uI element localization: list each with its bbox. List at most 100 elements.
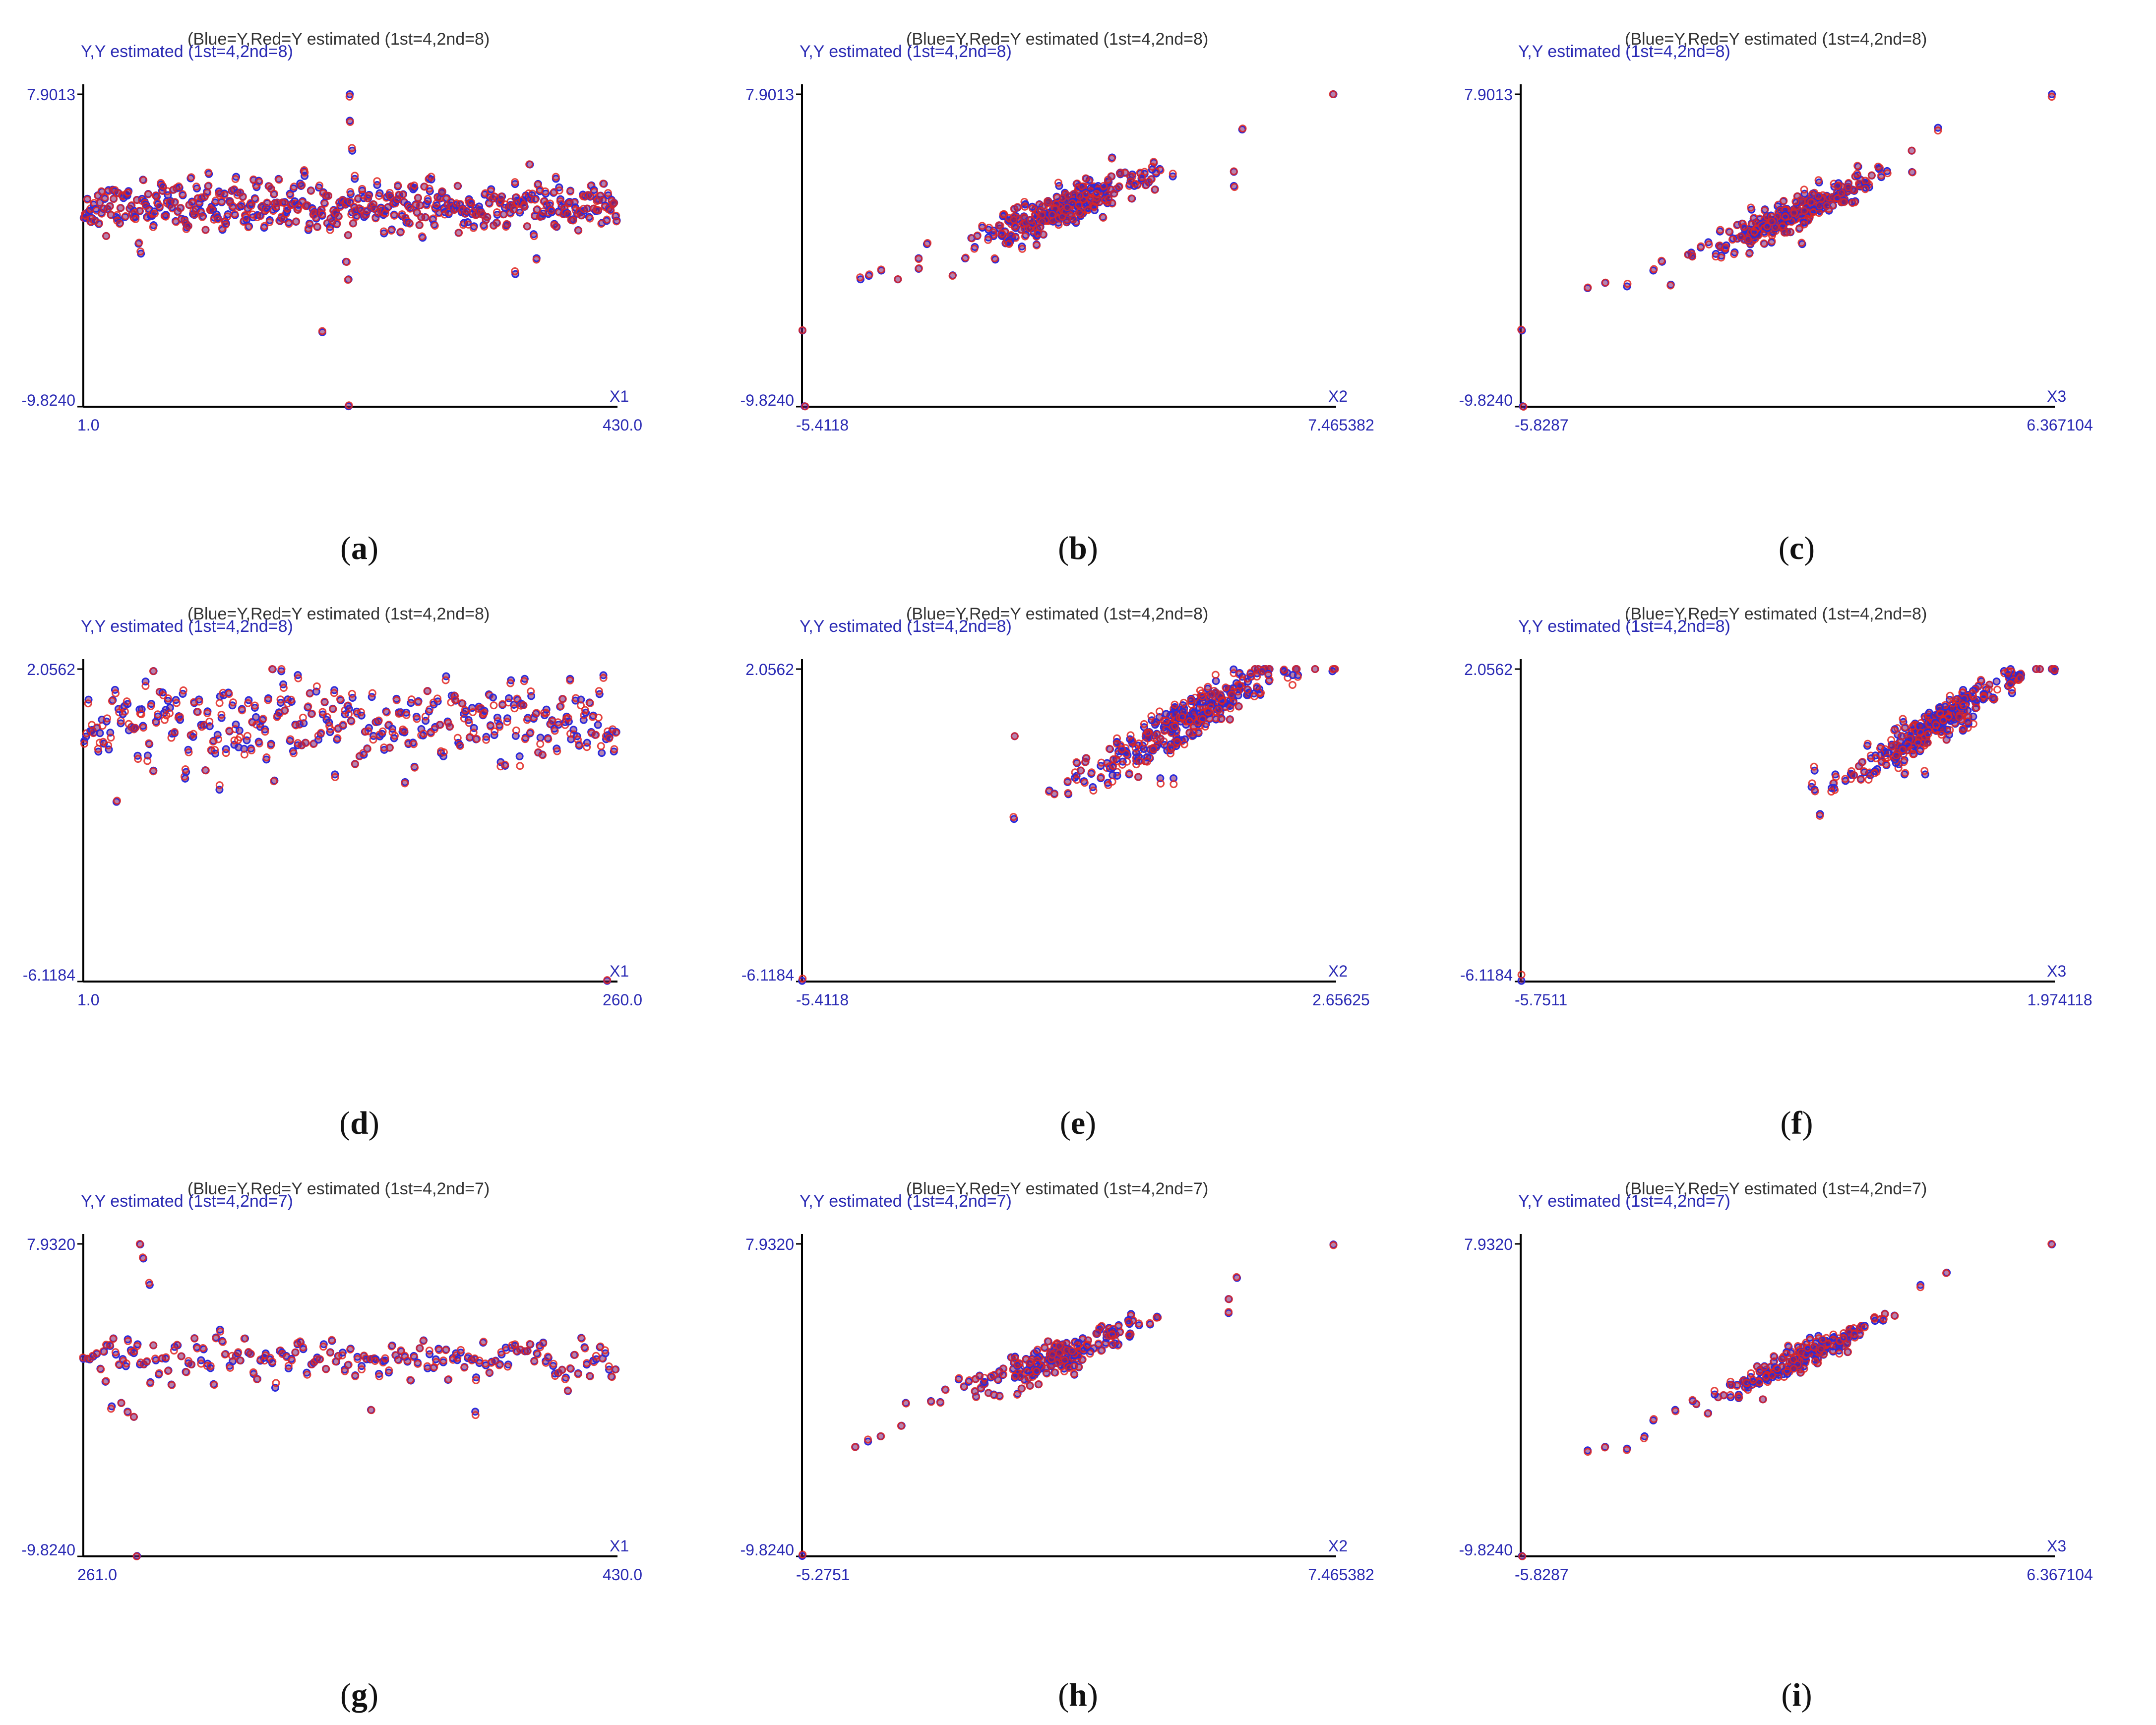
panel-caption: (b) <box>719 530 1437 567</box>
point-y-estimated <box>286 191 295 199</box>
point-y-estimated <box>1218 696 1226 705</box>
y-max-label: 2.0562 <box>745 661 794 678</box>
panel-b: (Blue=Y,Red=Y estimated (1st=4,2nd=8) Y,Y… <box>719 0 1437 575</box>
point-y-estimated <box>1949 699 1957 708</box>
point-y-estimated <box>336 695 344 703</box>
point-y-estimated <box>525 160 534 169</box>
point-y-estimated <box>1329 665 1337 673</box>
point-y-estimated <box>523 1347 532 1355</box>
point-y-estimated <box>1853 170 1861 178</box>
panel-caption: (h) <box>719 1676 1437 1714</box>
point-y-estimated <box>187 173 195 182</box>
point-y-estimated <box>1932 721 1940 730</box>
point-y-estimated <box>216 1327 225 1336</box>
x-axis-title: X2 <box>1328 1537 1348 1555</box>
point-y-estimated <box>1078 182 1086 190</box>
caption-letter: h <box>1069 1677 1087 1713</box>
point-y-estimated <box>253 1375 261 1383</box>
point-y-actual <box>1162 710 1170 718</box>
point-y-estimated <box>387 1342 396 1351</box>
point-y-estimated <box>1883 753 1892 762</box>
point-y-estimated <box>2006 680 2015 688</box>
point-y-estimated <box>333 734 342 742</box>
point-y-estimated <box>599 180 608 188</box>
point-y-estimated <box>455 229 463 237</box>
point-y-estimated <box>865 270 873 279</box>
point-y-estimated <box>106 202 114 211</box>
point-y-estimated <box>238 706 246 715</box>
point-y-estimated <box>1959 725 1967 734</box>
point-y-estimated <box>611 1365 619 1374</box>
chart-title: (Blue=Y,Red=Y estimated (1st=4,2nd=7) <box>187 1179 490 1198</box>
x-max-label: 7.465382 <box>1308 1566 1374 1584</box>
point-y-estimated <box>469 224 478 232</box>
point-y-estimated <box>1173 738 1181 746</box>
point-y-estimated <box>1253 682 1261 691</box>
point-y-estimated <box>422 213 430 222</box>
point-y-estimated <box>1126 731 1135 739</box>
point-y-estimated <box>1979 692 1988 700</box>
point-y-estimated <box>427 173 435 181</box>
point-y-estimated <box>171 198 179 206</box>
point-y-estimated <box>1671 1407 1680 1416</box>
caption-close-paren: ) <box>1804 530 1815 566</box>
point-y-estimated <box>1835 1350 1844 1358</box>
point-y-estimated <box>316 1355 324 1363</box>
point-y-estimated <box>423 687 431 695</box>
point-y-estimated <box>1044 1337 1052 1346</box>
point-y-estimated <box>262 753 271 762</box>
point-y-estimated <box>490 701 498 710</box>
point-y-estimated <box>368 689 376 697</box>
point-y-estimated <box>530 1357 539 1366</box>
point-y-estimated <box>285 220 293 228</box>
point-y-estimated <box>270 777 278 786</box>
chart-title: (Blue=Y,Red=Y estimated (1st=4,2nd=8) <box>1625 605 1927 623</box>
point-y-estimated <box>351 760 359 768</box>
point-y-estimated <box>294 203 303 212</box>
point-y-estimated <box>549 1359 557 1368</box>
point-y-estimated <box>158 182 167 190</box>
x-max-label: 6.367104 <box>2027 416 2093 434</box>
point-y-estimated <box>1053 193 1061 202</box>
point-y-estimated <box>604 189 612 197</box>
point-y-estimated <box>1250 692 1259 701</box>
point-y-estimated <box>402 711 411 719</box>
point-y-estimated <box>597 742 605 750</box>
point-y-estimated <box>583 743 591 751</box>
point-y-estimated <box>998 229 1006 238</box>
point-y-estimated <box>406 219 414 228</box>
point-y-estimated <box>164 1367 172 1375</box>
point-y-estimated <box>102 232 111 240</box>
point-y-estimated <box>214 215 222 224</box>
point-y-estimated <box>915 255 923 263</box>
point-y-estimated <box>1207 690 1216 698</box>
point-y-estimated <box>346 197 355 206</box>
point-y-estimated <box>987 1372 995 1380</box>
caption-letter: a <box>351 530 368 566</box>
point-y-estimated <box>98 722 107 730</box>
point-y-estimated <box>592 731 600 739</box>
point-y-estimated <box>272 1379 280 1387</box>
point-y-estimated <box>199 1344 207 1352</box>
point-y-estimated <box>948 272 957 280</box>
point-y-estimated <box>1909 722 1917 731</box>
point-y-estimated <box>1828 201 1837 210</box>
point-y-estimated <box>348 689 356 698</box>
point-y-estimated <box>1080 779 1089 787</box>
point-y-estimated <box>236 1356 244 1364</box>
panel-caption: (g) <box>0 1676 719 1714</box>
point-y-estimated <box>237 200 246 209</box>
scatter-chart: (Blue=Y,Red=Y estimated (1st=4,2nd=8)Y,Y… <box>23 605 642 1009</box>
point-y-estimated <box>851 1443 859 1451</box>
point-y-estimated <box>1105 744 1113 753</box>
point-y-estimated <box>308 709 316 718</box>
point-y-estimated <box>1876 744 1884 752</box>
point-y-estimated <box>208 206 216 214</box>
caption-open-paren: ( <box>1778 530 1789 566</box>
point-y-estimated <box>1722 243 1730 251</box>
point-y-estimated <box>410 740 418 748</box>
scatter-chart: (Blue=Y,Red=Y estimated (1st=4,2nd=7)Y,Y… <box>740 1179 1374 1584</box>
point-y-estimated <box>1811 1357 1819 1366</box>
point-y-estimated <box>392 696 401 704</box>
point-y-estimated <box>1892 751 1901 760</box>
